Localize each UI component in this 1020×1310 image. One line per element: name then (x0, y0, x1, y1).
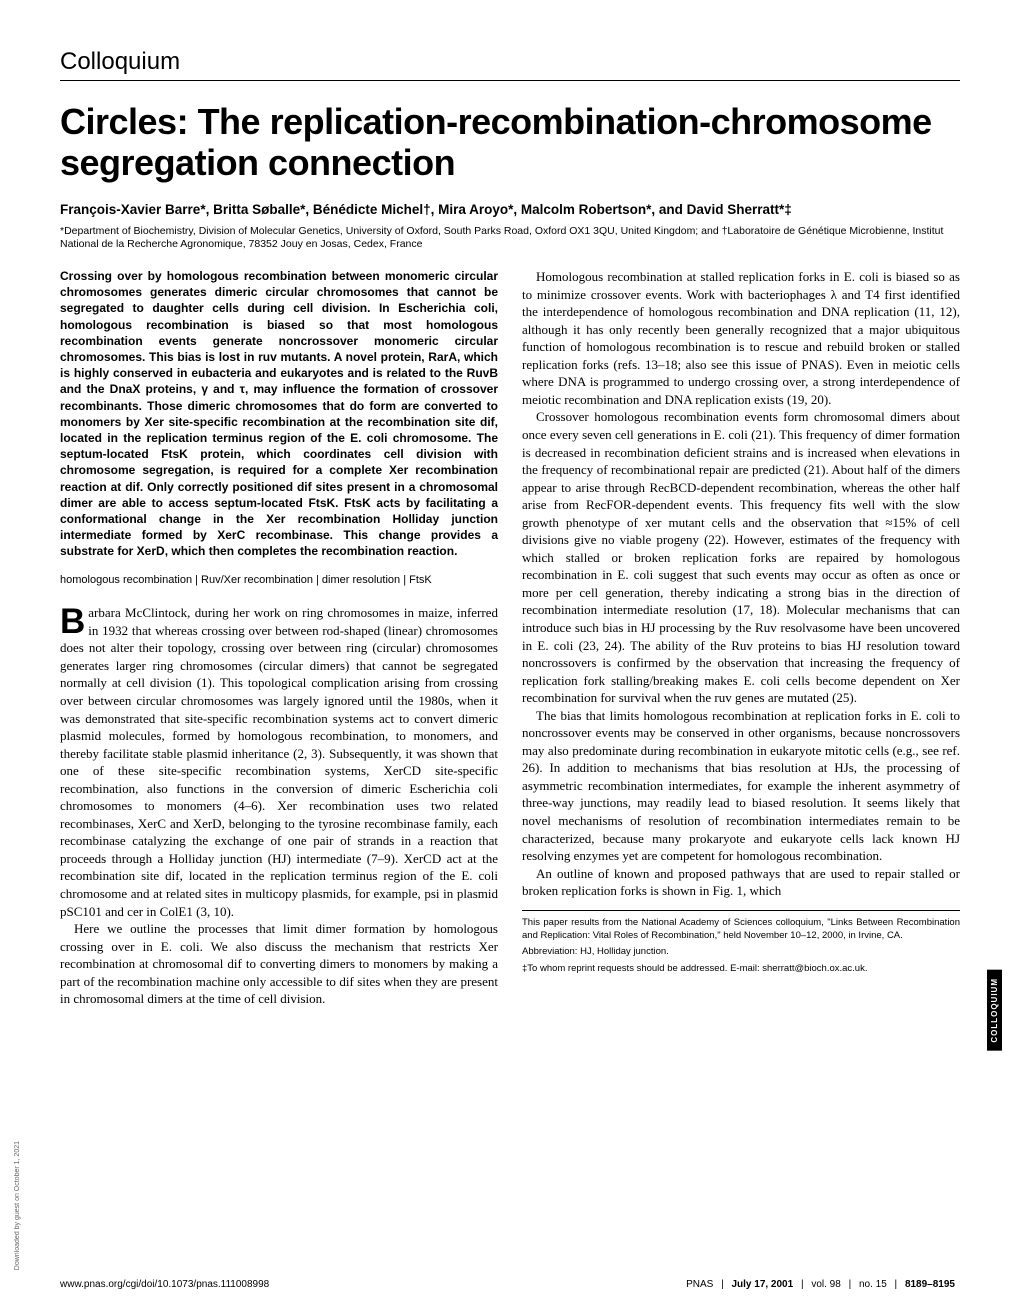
footer-date: July 17, 2001 (731, 1279, 793, 1290)
keywords: homologous recombination | Ruv/Xer recom… (60, 573, 498, 588)
left-column: Crossing over by homologous recombinatio… (60, 268, 498, 1008)
footer-citation: PNAS | July 17, 2001 | vol. 98 | no. 15 … (681, 1279, 960, 1290)
authors-line: François-Xavier Barre*, Britta Søballe*,… (60, 202, 960, 217)
body-paragraph: An outline of known and proposed pathway… (522, 865, 960, 900)
footer-issue: no. 15 (859, 1279, 887, 1290)
page-footer: www.pnas.org/cgi/doi/10.1073/pnas.111008… (60, 1279, 960, 1290)
affiliations: *Department of Biochemistry, Division of… (60, 225, 960, 252)
footnote: This paper results from the National Aca… (522, 917, 960, 943)
body-paragraph: Barbara McClintock, during her work on r… (60, 604, 498, 920)
footnotes: This paper results from the National Aca… (522, 910, 960, 976)
footer-doi: www.pnas.org/cgi/doi/10.1073/pnas.111008… (60, 1279, 269, 1290)
section-label: Colloquium (60, 48, 960, 76)
abstract: Crossing over by homologous recombinatio… (60, 268, 498, 559)
footer-pages: 8189–8195 (905, 1279, 955, 1290)
right-column: Homologous recombination at stalled repl… (522, 268, 960, 1008)
article-title: Circles: The replication-recombination-c… (60, 101, 960, 184)
footnote: Abbreviation: HJ, Holliday junction. (522, 946, 960, 959)
footer-volume: vol. 98 (811, 1279, 840, 1290)
body-paragraph: The bias that limits homologous recombin… (522, 707, 960, 865)
two-column-layout: Crossing over by homologous recombinatio… (60, 268, 960, 1008)
colloquium-side-label: COLLOQUIUM (987, 970, 1002, 1051)
footer-journal: PNAS (686, 1279, 713, 1290)
body-paragraph: Here we outline the processes that limit… (60, 920, 498, 1008)
horizontal-rule (60, 80, 960, 81)
download-note: Downloaded by guest on October 1, 2021 (14, 1141, 21, 1270)
dropcap: B (60, 604, 88, 637)
footnote: ‡To whom reprint requests should be addr… (522, 963, 960, 976)
body-text: arbara McClintock, during her work on ri… (60, 605, 498, 918)
body-paragraph: Crossover homologous recombination event… (522, 408, 960, 706)
body-paragraph: Homologous recombination at stalled repl… (522, 268, 960, 408)
